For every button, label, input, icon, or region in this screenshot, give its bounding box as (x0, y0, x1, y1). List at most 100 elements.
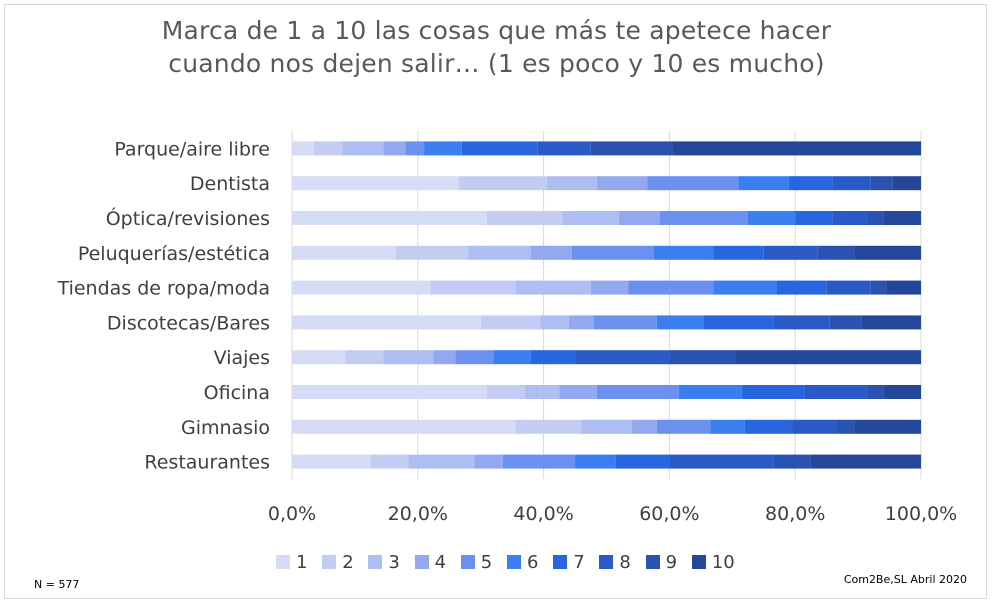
bar-segment-1-6 (738, 176, 789, 191)
legend-item-3: 3 (368, 551, 400, 573)
bar-segment-8-4 (631, 419, 657, 434)
bar-segment-3-8 (763, 245, 818, 260)
bar-segment-4-6 (713, 280, 777, 295)
category-label-7: Oficina (204, 382, 270, 404)
legend-label-10: 10 (711, 551, 735, 573)
x-tick-label-1: 20,0% (388, 503, 448, 525)
bar-segment-1-9 (870, 176, 893, 191)
bar-segment-2-10 (883, 211, 921, 225)
bar-segment-2-2 (486, 211, 563, 225)
category-label-3: Peluquerías/estética (78, 243, 270, 265)
bar-segment-3-3 (468, 245, 532, 260)
bar-segment-6-10 (735, 350, 921, 365)
chart-frame (4, 4, 987, 599)
bar-segment-5-9 (829, 315, 862, 330)
bar-segment-6-9 (669, 350, 736, 365)
legend-label-4: 4 (434, 551, 447, 573)
category-label-5: Discotecas/Bares (107, 312, 270, 334)
bar-segment-1-2 (458, 176, 547, 191)
bar-segment-5-5 (593, 315, 657, 330)
bar-segment-2-3 (562, 211, 620, 225)
bar-segment-2-8 (832, 211, 868, 225)
bar-segment-8-10 (854, 419, 921, 434)
bar-segment-0-3 (342, 141, 384, 156)
legend-item-9: 9 (645, 551, 677, 573)
legend-swatch-2 (322, 555, 337, 569)
legend-item-6: 6 (507, 551, 538, 573)
bar-segment-0-5 (405, 141, 425, 156)
bar-segment-0-4 (383, 141, 406, 156)
bar-segment-8-1 (292, 419, 516, 434)
legend-item-2: 2 (322, 551, 354, 573)
x-tick-label-4: 80,0% (765, 503, 825, 525)
bar-segment-5-1 (292, 315, 481, 330)
bar-segment-3-7 (713, 245, 764, 260)
legend-item-1: 1 (276, 551, 307, 573)
legend-swatch-1 (276, 555, 290, 569)
bar-segment-2-6 (748, 211, 796, 225)
bar-segment-4-10 (886, 280, 921, 295)
legend-label-1: 1 (296, 551, 308, 573)
chart-title: Marca de 1 a 10 las cosas que más te ape… (0, 14, 993, 80)
source-note: Com2Be,SL Abril 2020 (843, 573, 967, 586)
bar-segment-6-2 (345, 350, 384, 365)
bar-segment-8-7 (744, 419, 793, 434)
bar-segment-7-7 (741, 385, 805, 399)
bar-segment-1-5 (647, 176, 739, 191)
bar-segment-9-9 (773, 454, 811, 469)
bar-segment-6-7 (531, 350, 576, 365)
bar-segment-5-8 (773, 315, 830, 330)
bar-segment-5-4 (568, 315, 594, 330)
bar-segment-7-1 (292, 385, 487, 399)
bar-segment-5-7 (703, 315, 774, 330)
x-tick-label-5: 100,0% (885, 503, 957, 525)
bar-segment-8-3 (581, 419, 632, 434)
legend-label-6: 6 (527, 551, 539, 573)
bar-segment-0-8 (537, 141, 591, 156)
legend-swatch-8 (599, 555, 614, 569)
bar-segment-9-6 (575, 454, 616, 469)
bar-segment-4-7 (776, 280, 827, 295)
bar-segment-7-9 (867, 385, 884, 399)
legend-swatch-6 (507, 555, 521, 569)
bar-segment-9-4 (474, 454, 503, 469)
sample-size-note: N = 577 (34, 578, 80, 591)
bar-segment-9-7 (615, 454, 670, 469)
bar-segment-7-2 (486, 385, 525, 399)
bar-segment-2-5 (659, 211, 749, 225)
bar-segment-4-4 (590, 280, 629, 295)
bar-segment-4-2 (430, 280, 516, 295)
legend-swatch-7 (553, 555, 568, 569)
bar-segment-8-8 (792, 419, 837, 434)
bar-segment-2-9 (867, 211, 884, 225)
legend-label-8: 8 (619, 551, 631, 573)
legend-swatch-9 (645, 555, 660, 569)
chart-title-line-1: Marca de 1 a 10 las cosas que más te ape… (161, 16, 832, 45)
bar-segment-6-5 (455, 350, 494, 365)
bar-segment-8-9 (836, 419, 855, 434)
bar-segment-6-6 (493, 350, 532, 365)
category-label-6: Viajes (214, 347, 270, 369)
category-label-0: Parque/aire libre (114, 138, 270, 160)
bar-segment-3-5 (571, 245, 654, 260)
bar-segment-5-3 (540, 315, 569, 330)
bar-segment-1-3 (546, 176, 598, 191)
bar-segment-6-4 (433, 350, 456, 365)
bar-segment-7-3 (524, 385, 560, 399)
bar-segment-0-2 (314, 141, 343, 156)
bar-segment-4-9 (870, 280, 887, 295)
category-label-4: Tiendas de ropa/moda (57, 278, 270, 300)
bar-segment-2-1 (292, 211, 487, 225)
bar-segment-1-7 (788, 176, 833, 191)
bar-segment-9-3 (408, 454, 475, 469)
chart-title-line-2: cuando nos dejen salir… (1 es poco y 10 … (168, 49, 825, 78)
bar-segment-5-2 (480, 315, 541, 330)
legend-swatch-5 (460, 555, 475, 569)
bar-segment-1-10 (892, 176, 921, 191)
bar-segment-1-8 (832, 176, 871, 191)
bar-segment-3-1 (292, 245, 396, 260)
bar-segment-7-6 (678, 385, 742, 399)
bar-segment-4-5 (628, 280, 714, 295)
bar-segment-4-1 (292, 280, 431, 295)
